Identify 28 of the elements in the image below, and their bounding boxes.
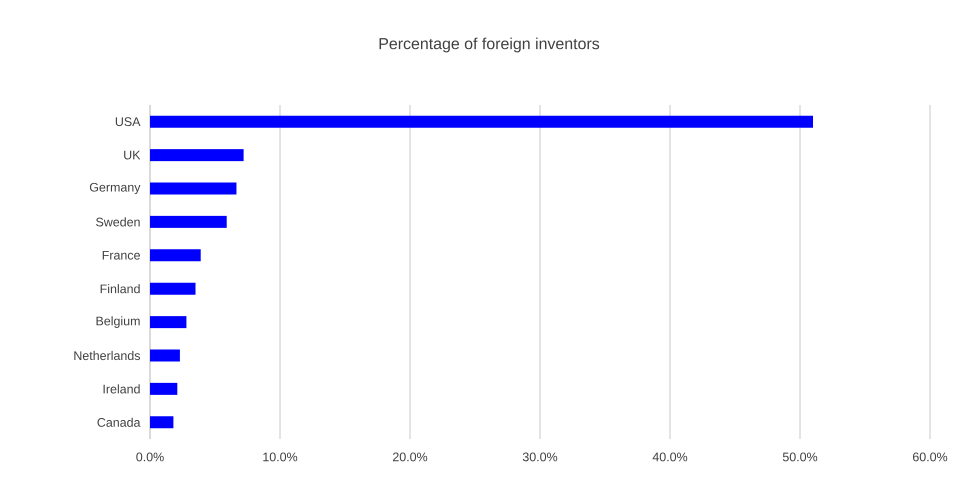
bar	[150, 416, 174, 428]
bar	[150, 249, 201, 262]
y-tick-label: France	[102, 250, 140, 260]
bar	[150, 216, 227, 228]
x-tick-label: 60.0%	[912, 452, 948, 462]
x-tick-label: 50.0%	[782, 452, 818, 462]
bar	[150, 316, 186, 328]
y-tick-label: Belgium	[96, 316, 140, 328]
x-tick-label: 10.0%	[263, 452, 298, 462]
y-tick-label: Ireland	[104, 384, 140, 394]
y-tick-label: Sweden	[96, 217, 140, 226]
chart-title: Percentage of foreign inventors	[380, 38, 600, 52]
bar	[150, 149, 244, 162]
bar	[150, 282, 196, 295]
x-tick-label: 40.0%	[652, 452, 688, 462]
y-tick-label: Netherlands	[74, 350, 140, 360]
bar	[150, 349, 180, 362]
bar	[150, 382, 178, 395]
bar	[150, 116, 814, 128]
y-tick-label: Finland	[100, 284, 140, 294]
y-tick-label: Germany	[90, 182, 140, 194]
x-tick-label: 0.0%	[136, 452, 164, 462]
x-tick-label: 20.0%	[392, 452, 428, 462]
y-tick-label: USA	[116, 117, 140, 126]
y-tick-label: UK	[124, 150, 140, 160]
bar	[150, 182, 236, 194]
y-tick-label: Canada	[97, 418, 140, 427]
x-tick-label: 30.0%	[522, 452, 558, 462]
